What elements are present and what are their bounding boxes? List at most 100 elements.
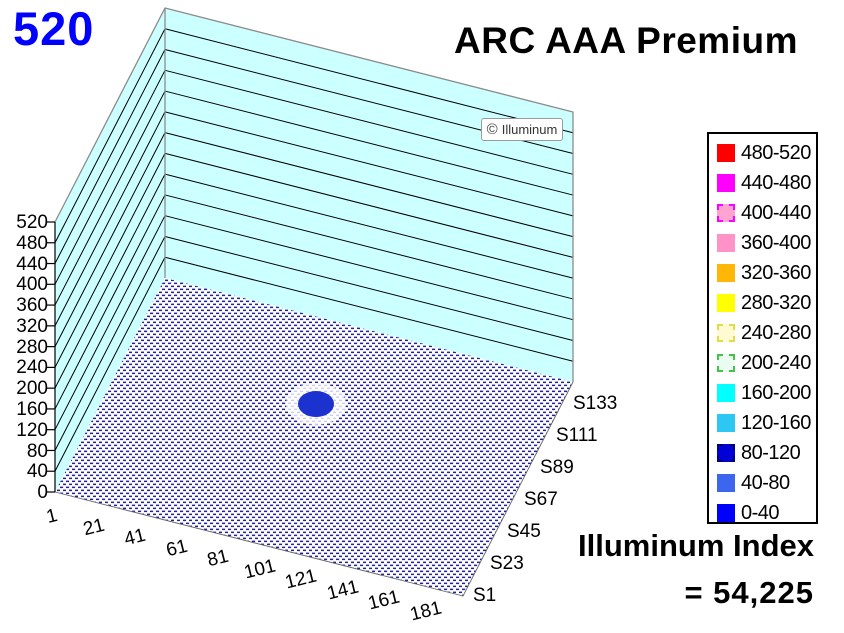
gridline	[54, 132, 166, 347]
legend-swatch	[717, 384, 735, 402]
z-axis-tick-label: 160	[16, 399, 48, 420]
gridline	[54, 173, 166, 389]
legend-label: 160-200	[741, 381, 811, 404]
series-axis-tick-label: S89	[540, 457, 574, 478]
gridline	[164, 215, 574, 321]
illuminum-index-annotation: Illuminum Index = 54,225	[578, 530, 814, 608]
z-axis-tick-label: 360	[16, 295, 48, 316]
legend-swatch	[717, 234, 735, 252]
z-axis-tick-label: 480	[16, 233, 48, 254]
legend-swatch	[717, 324, 735, 342]
z-axis-ticks	[46, 221, 55, 493]
left-wall-gridlines	[54, 28, 166, 472]
series-axis-tick-label: S67	[524, 489, 558, 510]
gridline	[164, 111, 574, 217]
gridline	[54, 236, 166, 451]
legend-item: 320-360	[709, 258, 816, 288]
z-axis-tick-label: 320	[16, 316, 48, 337]
gridline	[164, 28, 574, 134]
legend-item: 200-240	[709, 348, 816, 378]
legend-item: 160-200	[709, 378, 816, 408]
gridline	[54, 215, 166, 430]
legend: 480-520 440-480 400-440 360-400 320-360 …	[707, 132, 818, 524]
watermark-label: Illuminum	[501, 122, 558, 137]
gridline	[164, 90, 574, 196]
gridline	[164, 235, 574, 341]
legend-item: 400-440	[709, 198, 816, 228]
legend-swatch	[717, 174, 735, 192]
left-wall	[55, 8, 165, 492]
legend-label: 360-400	[741, 231, 811, 254]
legend-label: 80-120	[741, 441, 801, 464]
gridline	[54, 194, 166, 410]
legend-swatch	[717, 294, 735, 312]
peak-blob	[298, 391, 334, 417]
legend-item: 40-80	[709, 468, 816, 498]
gridline	[54, 49, 166, 264]
legend-swatch	[717, 414, 735, 432]
series-axis-tick-label: S133	[573, 393, 618, 414]
gridline	[54, 90, 166, 306]
z-axis-tick-label: 520	[16, 212, 48, 233]
legend-label: 280-320	[741, 291, 811, 314]
legend-label: 320-360	[741, 261, 811, 284]
index-value: = 54,225	[684, 575, 814, 610]
legend-label: 0-40	[741, 501, 780, 524]
legend-swatch	[717, 354, 735, 372]
series-axis-tick-label: S1	[473, 585, 497, 606]
gridline	[164, 194, 574, 300]
gridline	[54, 111, 166, 327]
legend-item: 120-160	[709, 408, 816, 438]
z-axis-tick-label: 400	[16, 274, 48, 295]
z-axis-tick-label: 0	[37, 482, 48, 503]
gridline	[164, 69, 574, 175]
gridline	[164, 173, 574, 279]
z-max-callout: 520	[13, 2, 95, 55]
legend-swatch	[717, 264, 735, 282]
gridline	[164, 132, 574, 238]
legend-swatch	[717, 444, 735, 462]
legend-item: 480-520	[709, 138, 816, 168]
legend-swatch	[717, 504, 735, 522]
legend-swatch	[717, 144, 735, 162]
legend-label: 240-280	[741, 321, 811, 344]
z-axis-tick-label: 80	[26, 441, 48, 462]
legend-item: 80-120	[709, 438, 816, 468]
gridline	[54, 153, 166, 368]
legend-item: 0-40	[709, 498, 816, 528]
wall-edges	[54, 7, 574, 382]
legend-label: 440-480	[741, 171, 811, 194]
gridline	[164, 152, 574, 258]
legend-item: 280-320	[709, 288, 816, 318]
z-axis-tick-label: 280	[16, 337, 48, 358]
z-axis-tick-label: 200	[16, 378, 48, 399]
series-axis-tick-label: S45	[507, 521, 541, 542]
legend-swatch	[717, 204, 735, 222]
floor-front-edges	[54, 381, 574, 597]
legend-label: 40-80	[741, 471, 790, 494]
copyright-watermark: © Illuminum	[481, 118, 563, 141]
legend-label: 120-160	[741, 411, 811, 434]
legend-item: 240-280	[709, 318, 816, 348]
chart-title: ARC AAA Premium	[454, 20, 798, 61]
gridline	[54, 257, 166, 472]
copyright-icon: ©	[486, 121, 498, 138]
legend-label: 200-240	[741, 351, 811, 374]
legend-swatch	[717, 474, 735, 492]
legend-label: 480-520	[741, 141, 811, 164]
gridline	[164, 256, 574, 362]
series-axis-tick-label: S23	[490, 553, 524, 574]
surface-floor	[55, 278, 573, 596]
index-label: Illuminum Index	[578, 528, 814, 563]
gridline	[54, 28, 166, 243]
gridline	[54, 70, 166, 285]
back-wall	[165, 8, 573, 382]
z-axis-tick-label: 240	[16, 357, 48, 378]
z-axis-tick-label: 440	[16, 254, 48, 275]
legend-item: 360-400	[709, 228, 816, 258]
legend-item: 440-480	[709, 168, 816, 198]
series-axis-tick-label: S111	[556, 425, 598, 446]
z-axis-tick-label: 120	[16, 420, 48, 441]
